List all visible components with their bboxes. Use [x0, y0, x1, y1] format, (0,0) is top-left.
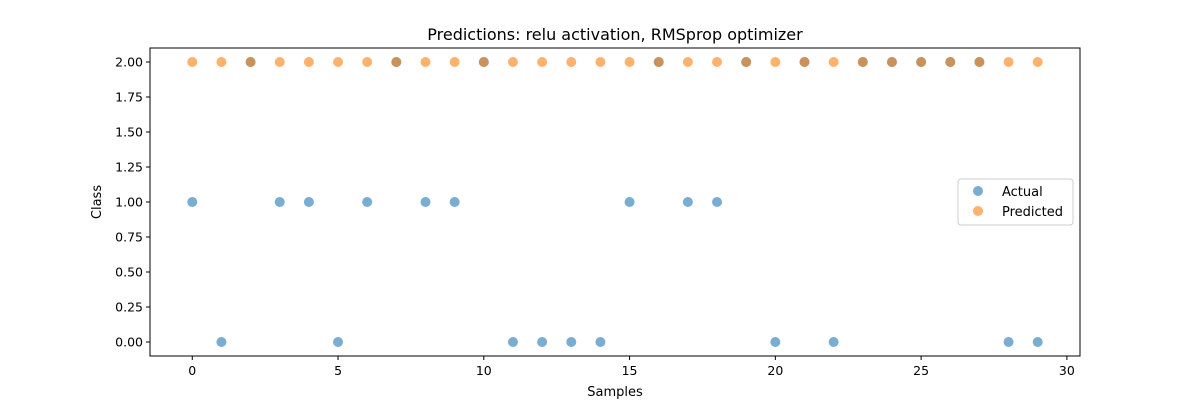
actual-point [362, 197, 373, 207]
predicted-point [187, 57, 198, 67]
y-tick-label: 0.25 [115, 300, 143, 315]
x-tick-label: 20 [767, 363, 783, 378]
actual-point [828, 337, 839, 347]
actual-point [1032, 337, 1043, 347]
x-tick-label: 0 [188, 363, 196, 378]
y-tick-label: 1.25 [115, 160, 143, 175]
legend-label-actual: Actual [1002, 185, 1043, 200]
predicted-point [478, 57, 489, 67]
actual-point [595, 337, 606, 347]
actual-point [449, 197, 460, 207]
predicted-point [857, 57, 868, 67]
legend-label-predicted: Predicted [1002, 205, 1063, 220]
x-tick-label: 15 [622, 363, 638, 378]
x-axis-label: Samples [587, 385, 643, 400]
predicted-point [595, 57, 606, 67]
predicted-point [216, 57, 227, 67]
predicted-point [245, 57, 256, 67]
x-axis-ticks: 0 5 10 15 20 25 30 [188, 356, 1075, 378]
predicted-point [828, 57, 839, 67]
legend: Actual Predicted [957, 178, 1074, 226]
actual-point [624, 197, 635, 207]
actual-point [187, 197, 198, 207]
legend-box [957, 178, 1074, 226]
predicted-point [391, 57, 402, 67]
predicted-point [537, 57, 548, 67]
predicted-point [362, 57, 373, 67]
actual-point [712, 197, 723, 207]
y-axis-ticks: 0.00 0.25 0.50 0.75 1.00 1.25 1.50 1.75 2.00 [115, 55, 150, 350]
y-axis-label: Class [90, 185, 105, 219]
predicted-point [274, 57, 285, 67]
x-tick-label: 5 [334, 363, 342, 378]
predicted-point [1003, 57, 1014, 67]
legend-marker-actual [973, 186, 983, 196]
y-tick-label: 0.75 [115, 230, 143, 245]
predicted-point [420, 57, 431, 67]
predicted-point [945, 57, 956, 67]
predicted-point [974, 57, 985, 67]
predicted-point [770, 57, 781, 67]
predicted-point [303, 57, 314, 67]
chart-title: Predictions: relu activation, RMSprop op… [427, 25, 803, 44]
y-tick-label: 2.00 [115, 55, 143, 70]
actual-point [537, 337, 548, 347]
predicted-point [449, 57, 460, 67]
predicted-point [712, 57, 723, 67]
actual-point [507, 337, 518, 347]
actual-point [770, 337, 781, 347]
predicted-point [624, 57, 635, 67]
predicted-point [653, 57, 664, 67]
predicted-point [1032, 57, 1043, 67]
actual-point [1003, 337, 1014, 347]
actual-point [420, 197, 431, 207]
actual-point [303, 197, 314, 207]
predicted-point [886, 57, 897, 67]
plot-frame [149, 47, 1081, 357]
y-tick-label: 1.00 [115, 195, 143, 210]
actual-point [216, 337, 227, 347]
predicted-point [741, 57, 752, 67]
x-tick-label: 10 [476, 363, 492, 378]
actual-point [333, 337, 344, 347]
x-tick-label: 30 [1059, 363, 1075, 378]
y-tick-label: 0.50 [115, 265, 143, 280]
predicted-point [566, 57, 577, 67]
predicted-point [682, 57, 693, 67]
predicted-point [333, 57, 344, 67]
predicted-point [507, 57, 518, 67]
actual-point [566, 337, 577, 347]
predicted-point [799, 57, 810, 67]
y-tick-label: 0.00 [115, 335, 143, 350]
actual-point [274, 197, 285, 207]
actual-point [682, 197, 693, 207]
y-tick-label: 1.75 [115, 90, 143, 105]
y-tick-label: 1.50 [115, 125, 143, 140]
legend-marker-predicted [973, 206, 983, 216]
x-tick-label: 25 [913, 363, 929, 378]
data-points [187, 57, 1043, 347]
predicted-point [916, 57, 927, 67]
